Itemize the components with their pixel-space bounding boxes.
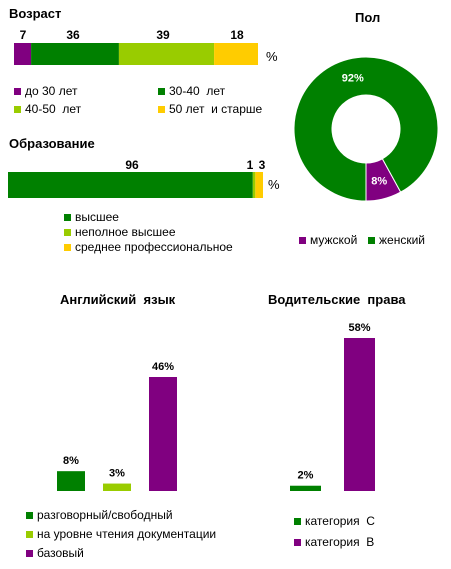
legend-label: женский [379, 233, 425, 247]
education-bar-segment [255, 172, 263, 198]
english-chart-title: Английский язык [60, 292, 176, 307]
english-bar [103, 483, 131, 491]
legend-label: высшее [75, 210, 119, 224]
age-unit-label: % [266, 49, 278, 64]
legend-swatch [158, 105, 165, 113]
legend-swatch [368, 236, 375, 244]
age-bar-segment [14, 43, 32, 65]
legend-swatch [14, 87, 21, 95]
english-bar [149, 377, 177, 491]
gender-donut-slice [365, 158, 402, 202]
education-bar-segment [252, 172, 256, 198]
legend-swatch [14, 105, 21, 113]
education-value-label: 3 [258, 158, 266, 172]
age-value-label: 7 [19, 28, 27, 42]
legend-item: 30-40 лет [158, 84, 225, 98]
license-bar [344, 338, 375, 491]
english-value-label: 46% [152, 361, 174, 373]
license-value-label: 2% [298, 470, 314, 482]
english-value-label: 8% [63, 455, 79, 467]
legend-item: среднее профессиональное [64, 240, 233, 254]
legend-swatch [26, 530, 33, 538]
legend-label: среднее профессиональное [75, 240, 233, 254]
age-bar-segment [31, 43, 119, 65]
gender-chart-title: Пол [355, 10, 381, 25]
legend-swatch [294, 538, 301, 546]
license-chart-title: Водительские права [268, 292, 406, 307]
legend-label: категория С [305, 514, 375, 528]
legend-label: базовый [37, 546, 84, 560]
legend-label: 40-50 лет [25, 102, 82, 116]
legend-item: 50 лет и старше [158, 102, 262, 116]
legend-item: мужской [299, 233, 357, 247]
legend-label: неполное высшее [75, 225, 176, 239]
legend-item: женский [368, 233, 425, 247]
legend-swatch [64, 228, 71, 236]
english-value-label: 3% [109, 468, 125, 480]
legend-swatch [299, 236, 306, 244]
legend-label: категория В [305, 535, 375, 549]
legend-label: до 30 лет [25, 84, 78, 98]
legend-label: 50 лет и старше [169, 102, 263, 116]
legend-label: мужской [310, 233, 358, 247]
education-unit-label: % [268, 177, 280, 192]
legend-swatch [294, 517, 301, 525]
education-bar-segment [8, 172, 253, 198]
legend-item: базовый [26, 546, 84, 560]
age-bar-segment [214, 43, 258, 65]
legend-swatch [64, 213, 71, 221]
age-chart-title: Возраст [9, 6, 62, 21]
license-bar [290, 485, 321, 491]
age-value-label: 18 [230, 28, 244, 42]
age-value-label: 39 [156, 28, 170, 42]
legend-item: разговорный/свободный [26, 508, 173, 522]
legend-item: 40-50 лет [14, 102, 81, 116]
legend-label: 30-40 лет [169, 84, 226, 98]
legend-swatch [26, 549, 33, 557]
legend-label: на уровне чтения документации [37, 527, 217, 541]
legend-item: категория В [294, 535, 374, 549]
english-bar [57, 471, 85, 491]
legend-swatch [64, 243, 71, 251]
legend-label: разговорный/свободный [37, 508, 173, 522]
legend-item: на уровне чтения документации [26, 527, 216, 541]
legend-item: неполное высшее [64, 225, 176, 239]
age-bar-segment [118, 43, 215, 65]
legend-item: до 30 лет [14, 84, 77, 98]
legend-swatch [158, 87, 165, 95]
gender-donut-label: 92% [342, 73, 364, 85]
legend-swatch [26, 511, 33, 519]
education-chart-title: Образование [9, 136, 95, 151]
legend-item: категория С [294, 514, 375, 528]
age-value-label: 36 [66, 28, 80, 42]
legend-item: высшее [64, 210, 119, 224]
license-value-label: 58% [348, 322, 370, 334]
education-value-label: 1 [246, 158, 254, 172]
education-value-label: 96 [125, 158, 139, 172]
gender-donut-label: 8% [371, 175, 387, 187]
gender-donut-slice [293, 56, 439, 202]
